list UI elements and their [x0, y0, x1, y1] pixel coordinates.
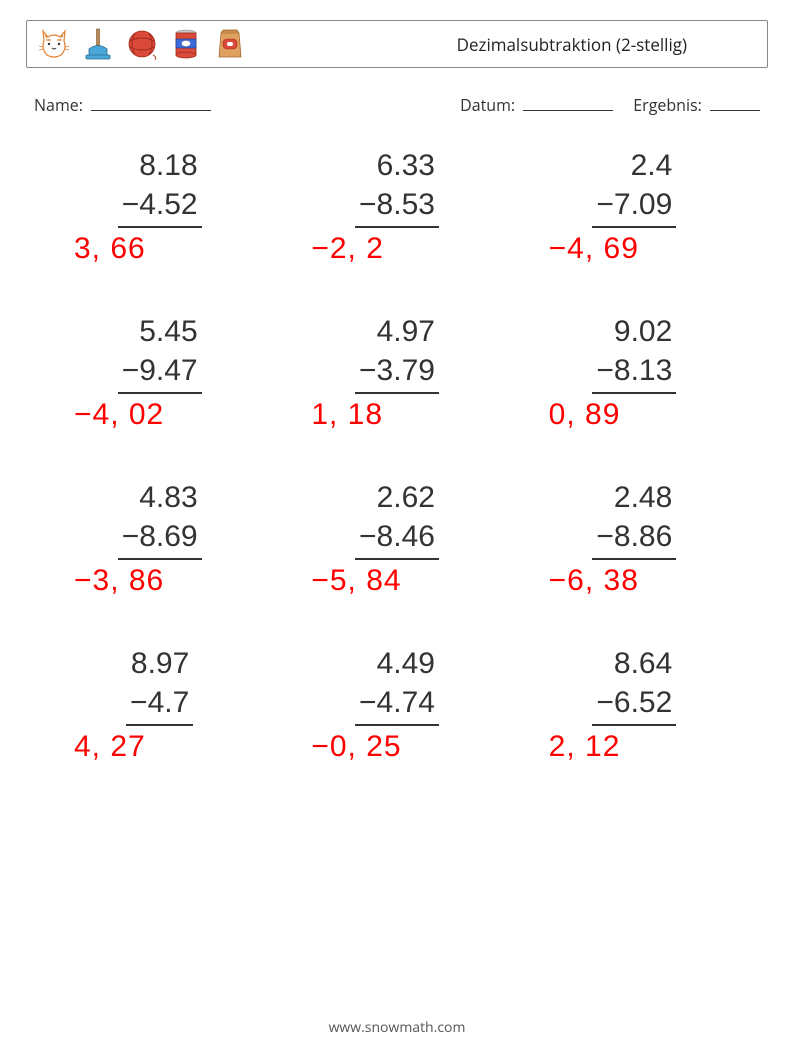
- plunger-icon: [81, 27, 115, 61]
- footer-url: www.snowmath.com: [0, 1018, 794, 1037]
- date-label: Datum:: [460, 94, 515, 116]
- problem-numbers: 8.97−4.7: [126, 644, 193, 726]
- problem: 8.64−6.52 2, 12: [541, 644, 728, 764]
- subtrahend: −8.53: [355, 185, 439, 228]
- subtrahend: −6.52: [592, 683, 676, 726]
- date-field: Datum:: [460, 94, 613, 116]
- answer: −4, 02: [66, 398, 164, 432]
- minuend: 9.02: [592, 312, 676, 351]
- worksheet-page: Dezimalsubtraktion (2-stellig) Name: Dat…: [0, 0, 794, 1053]
- minuend: 2.4: [592, 146, 676, 185]
- problem: 8.18−4.52 3, 66: [66, 146, 253, 266]
- subtrahend: −8.69: [118, 517, 202, 560]
- problem: 6.33−8.53 −2, 2: [303, 146, 490, 266]
- minuend: 4.83: [118, 478, 202, 517]
- subtrahend: −8.46: [355, 517, 439, 560]
- problem-numbers: 2.48−8.86: [592, 478, 676, 560]
- problem: 2.4−7.09 −4, 69: [541, 146, 728, 266]
- problem: 4.49−4.74 −0, 25: [303, 644, 490, 764]
- header-bar: Dezimalsubtraktion (2-stellig): [26, 20, 768, 68]
- yarn-icon: [125, 27, 159, 61]
- date-blank[interactable]: [523, 94, 613, 111]
- answer: 1, 18: [303, 398, 383, 432]
- minuend: 2.48: [592, 478, 676, 517]
- result-field: Ergebnis:: [633, 94, 760, 116]
- cat-icon: [37, 27, 71, 61]
- minuend: 4.97: [355, 312, 439, 351]
- problem-numbers: 6.33−8.53: [355, 146, 439, 228]
- problem: 4.83−8.69 −3, 86: [66, 478, 253, 598]
- problem-numbers: 4.49−4.74: [355, 644, 439, 726]
- subtrahend: −8.86: [592, 517, 676, 560]
- problem-numbers: 9.02−8.13: [592, 312, 676, 394]
- food-bag-icon: [213, 27, 247, 61]
- problems-grid: 8.18−4.52 3, 66 6.33−8.53 −2, 2 2.4−7.09 −4, …: [26, 146, 768, 764]
- minuend: 5.45: [118, 312, 202, 351]
- problem: 2.62−8.46 −5, 84: [303, 478, 490, 598]
- answer: 2, 12: [541, 730, 621, 764]
- subtrahend: −4.74: [355, 683, 439, 726]
- result-blank[interactable]: [710, 94, 760, 111]
- worksheet-title: Dezimalsubtraktion (2-stellig): [457, 33, 687, 56]
- minuend: 4.49: [355, 644, 439, 683]
- problem: 5.45−9.47 −4, 02: [66, 312, 253, 432]
- minuend: 8.18: [118, 146, 202, 185]
- answer: 4, 27: [66, 730, 146, 764]
- problem-numbers: 8.64−6.52: [592, 644, 676, 726]
- problem: 9.02−8.13 0, 89: [541, 312, 728, 432]
- subtrahend: −7.09: [592, 185, 676, 228]
- minuend: 2.62: [355, 478, 439, 517]
- result-label: Ergebnis:: [633, 94, 702, 116]
- problem-numbers: 2.4−7.09: [592, 146, 676, 228]
- answer: −4, 69: [541, 232, 639, 266]
- minuend: 8.64: [592, 644, 676, 683]
- name-field: Name:: [34, 94, 460, 116]
- answer: −5, 84: [303, 564, 401, 598]
- answer: −3, 86: [66, 564, 164, 598]
- answer: 3, 66: [66, 232, 146, 266]
- problem-numbers: 4.97−3.79: [355, 312, 439, 394]
- subtrahend: −8.13: [592, 351, 676, 394]
- answer: −0, 25: [303, 730, 401, 764]
- answer: 0, 89: [541, 398, 621, 432]
- name-blank[interactable]: [91, 94, 211, 111]
- answer: −6, 38: [541, 564, 639, 598]
- subtrahend: −4.52: [118, 185, 202, 228]
- problem-numbers: 8.18−4.52: [118, 146, 202, 228]
- problem-numbers: 5.45−9.47: [118, 312, 202, 394]
- header-icons: [37, 27, 247, 61]
- subtrahend: −4.7: [126, 683, 193, 726]
- problem-numbers: 4.83−8.69: [118, 478, 202, 560]
- minuend: 8.97: [126, 644, 193, 683]
- can-icon: [169, 27, 203, 61]
- problem: 4.97−3.79 1, 18: [303, 312, 490, 432]
- name-label: Name:: [34, 94, 83, 116]
- subtrahend: −3.79: [355, 351, 439, 394]
- minuend: 6.33: [355, 146, 439, 185]
- subtrahend: −9.47: [118, 351, 202, 394]
- problem: 2.48−8.86 −6, 38: [541, 478, 728, 598]
- problem-numbers: 2.62−8.46: [355, 478, 439, 560]
- problem: 8.97−4.7 4, 27: [66, 644, 253, 764]
- info-row: Name: Datum: Ergebnis:: [26, 94, 768, 116]
- answer: −2, 2: [303, 232, 384, 266]
